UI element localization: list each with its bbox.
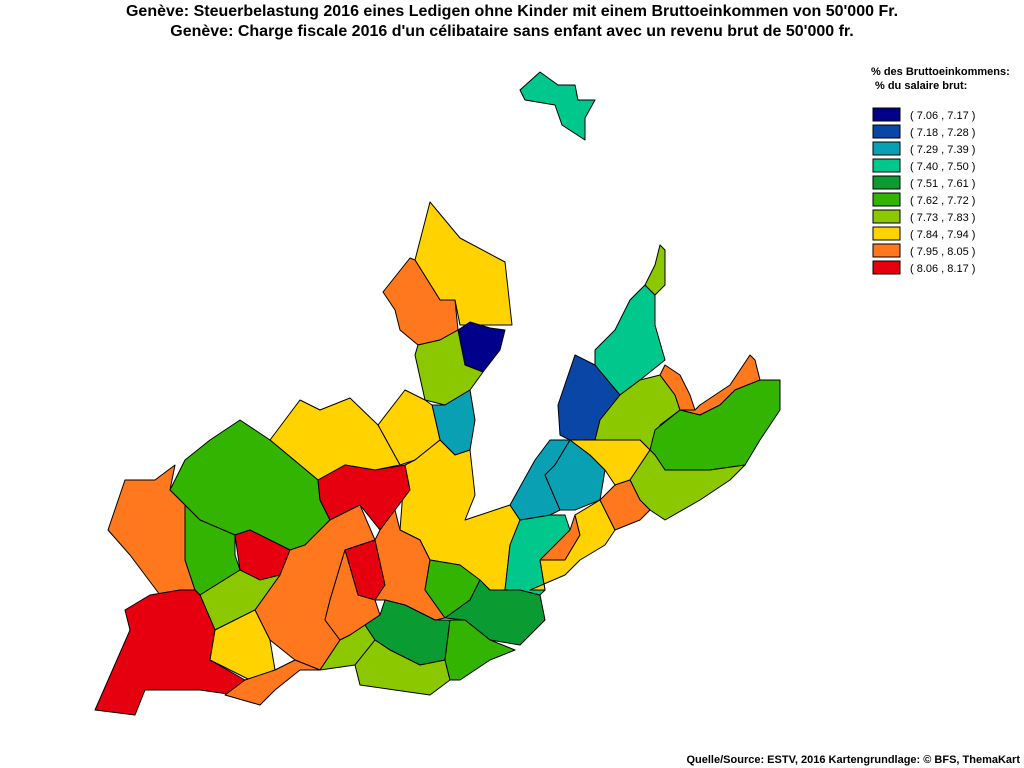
municipality — [414, 329, 484, 406]
legend-title: % du salaire brut: — [875, 80, 967, 92]
legend-label: ( 7.29 , 7.39 ) — [910, 144, 975, 156]
municipality — [224, 659, 321, 706]
legend-label: ( 7.62 , 7.72 ) — [910, 195, 975, 207]
municipality — [377, 389, 441, 466]
municipality — [444, 619, 516, 681]
municipality — [519, 71, 596, 141]
legend-label: ( 7.40 , 7.50 ) — [910, 161, 975, 173]
municipality — [599, 479, 651, 531]
legend-label: ( 7.51 , 7.61 ) — [910, 178, 975, 190]
legend-label: ( 7.73 , 7.83 ) — [910, 212, 975, 224]
legend-label: ( 7.06 , 7.17 ) — [910, 110, 975, 122]
legend-swatch — [872, 124, 901, 139]
legend-label: ( 7.18 , 7.28 ) — [910, 127, 975, 139]
legend-swatch — [872, 192, 901, 207]
map — [94, 71, 781, 716]
title: Genève: Charge fiscale 2016 d'un célibat… — [170, 23, 853, 40]
legend-label: ( 7.84 , 7.94 ) — [910, 229, 975, 241]
legend: ( 7.06 , 7.17 ) ( 7.18 , 7.28 ) ( 7.29 , 7… — [872, 107, 975, 275]
legend-label: ( 8.06 , 8.17 ) — [910, 263, 975, 275]
municipality — [374, 509, 446, 621]
municipality — [659, 364, 696, 411]
legend-swatch — [872, 243, 901, 258]
municipality — [529, 499, 616, 591]
legend-swatch — [872, 158, 901, 173]
source: Quelle/Source: ESTV, 2016 Kartengrundlag… — [686, 754, 1020, 766]
legend-swatch — [872, 175, 901, 190]
municipality — [594, 284, 666, 396]
legend-swatch — [872, 260, 901, 275]
legend-label: ( 7.95 , 8.05 ) — [910, 246, 975, 258]
legend-swatch — [872, 107, 901, 122]
municipality — [644, 244, 666, 296]
legend-title: % des Bruttoeinkommens: — [871, 66, 1010, 78]
legend-swatch — [872, 209, 901, 224]
legend-swatch — [872, 141, 901, 156]
legend-swatch — [872, 226, 901, 241]
title: Genève: Steuerbelastung 2016 eines Ledig… — [126, 3, 898, 20]
